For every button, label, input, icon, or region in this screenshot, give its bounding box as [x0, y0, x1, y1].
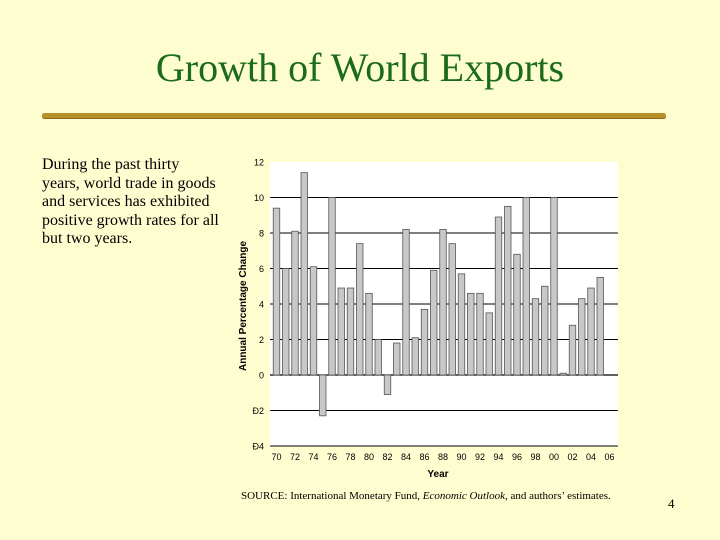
bar-1987 [430, 269, 438, 376]
y-axis-label: Annual Percentage Change [238, 241, 249, 371]
bar-1978 [346, 287, 355, 376]
exports-chart: 12 10 8 6 4 2 0 Ð2 Ð4 70 72 74 76 78 80 82 84 86 88 90 92 94… [234, 156, 620, 486]
source-italic: Economic Outlook [422, 490, 505, 502]
slide-description: During the past thirty years, world trad… [42, 156, 219, 247]
y-tick-label: Ð4 [252, 442, 264, 452]
bar-1994 [494, 216, 503, 376]
x-tick-label: 72 [290, 452, 300, 462]
bar-2000 [550, 197, 558, 376]
bar-1986 [420, 308, 429, 376]
y-tick-label: 6 [259, 264, 264, 274]
x-tick-label: 88 [438, 452, 448, 462]
x-tick-labels: 70 72 74 76 78 80 82 84 86 88 90 92 94 96 98 00 02 04 06 [271, 452, 614, 462]
source-suffix: , and authors’ estimates. [504, 490, 611, 502]
x-tick-label: 90 [456, 452, 466, 462]
x-tick-label: 04 [586, 452, 596, 462]
title-divider [42, 113, 666, 118]
x-tick-label: 02 [567, 452, 577, 462]
bar-1970 [272, 207, 281, 376]
y-tick-label: 4 [259, 300, 264, 310]
bar-1992 [476, 292, 484, 376]
x-tick-label: 92 [475, 452, 485, 462]
x-tick-label: 98 [530, 452, 540, 462]
y-tick-label: Ð2 [252, 406, 264, 416]
x-tick-label: 06 [604, 452, 614, 462]
bar-1977 [337, 287, 345, 376]
bar-1985 [411, 337, 419, 376]
x-tick-label: 74 [308, 452, 318, 462]
bar-1993 [485, 312, 493, 376]
bar-1971 [282, 268, 290, 376]
bar-1974 [309, 266, 318, 376]
x-tick-label: 70 [271, 452, 281, 462]
x-tick-label: 82 [382, 452, 392, 462]
x-tick-label: 94 [493, 452, 503, 462]
bar-1972 [291, 230, 299, 376]
bar-1988 [439, 229, 447, 376]
slide-title: Growth of World Exports [155, 45, 565, 90]
x-tick-label: 76 [327, 452, 337, 462]
x-tick-label: 86 [419, 452, 429, 462]
bar-1976 [328, 197, 336, 376]
y-tick-label: 8 [259, 229, 264, 239]
source-prefix: SOURCE: International Monetary Fund, [241, 490, 423, 502]
bar-1983 [393, 342, 401, 376]
bar-2003 [578, 298, 586, 376]
bar-1991 [467, 292, 475, 376]
source-note: SOURCE: International Monetary Fund, Eco… [241, 489, 631, 504]
y-tick-label: 2 [259, 335, 264, 345]
bar-1984 [402, 229, 410, 376]
bar-1997 [522, 197, 530, 376]
y-tick-label: 0 [259, 371, 264, 381]
bar-1995 [504, 205, 512, 376]
bar-1996 [513, 253, 521, 376]
x-tick-label: 00 [549, 452, 559, 462]
bar-1981 [374, 339, 382, 376]
bar-1990 [457, 273, 466, 376]
y-tick-label: 12 [254, 158, 264, 168]
bar-1980 [365, 292, 373, 376]
bars [272, 172, 604, 417]
bar-1973 [300, 172, 308, 376]
bar-1989 [448, 243, 456, 376]
bar-2001 [559, 372, 567, 376]
page-number: 4 [668, 496, 675, 511]
x-tick-label: 78 [345, 452, 355, 462]
bar-1998 [531, 298, 540, 376]
bar-1975 [319, 374, 327, 417]
x-tick-label: 84 [401, 452, 411, 462]
bar-1982 [383, 374, 392, 395]
x-tick-label: 80 [364, 452, 374, 462]
bar-2004 [587, 287, 595, 376]
x-tick-label: 96 [512, 452, 522, 462]
x-axis-label: Year [427, 469, 448, 480]
bar-2002 [568, 324, 577, 376]
bar-1979 [356, 243, 364, 376]
y-tick-label: 10 [254, 193, 264, 203]
bar-1999 [541, 285, 549, 376]
y-tick-labels: 12 10 8 6 4 2 0 Ð2 Ð4 [252, 158, 264, 452]
bar-2005 [596, 276, 604, 376]
